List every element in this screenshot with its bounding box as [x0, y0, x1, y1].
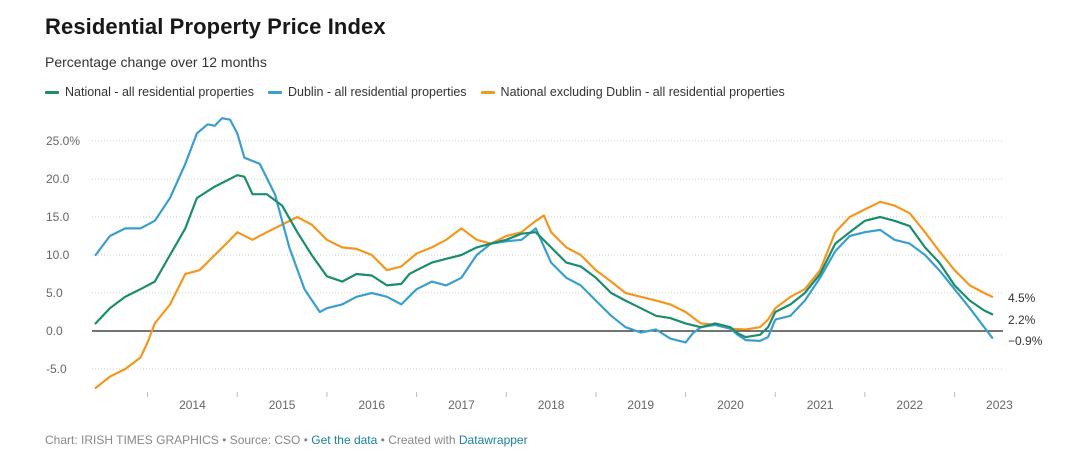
series-line-dublin: [94, 117, 994, 344]
y-tick-label: 20.0: [46, 172, 70, 186]
legend-label-national: National - all residential properties: [65, 85, 254, 99]
y-tick-label: 5.0: [46, 286, 63, 300]
end-label-dublin: −0.9%: [1008, 334, 1043, 348]
x-tick-label: 2021: [807, 398, 834, 412]
legend-item-excl-dublin: National excluding Dublin - all resident…: [480, 85, 785, 99]
footer-source: Source: CSO: [229, 433, 301, 447]
x-tick-label: 2015: [269, 398, 296, 412]
chart-subtitle: Percentage change over 12 months: [45, 54, 267, 70]
x-tick-label: 2020: [717, 398, 744, 412]
legend-item-national: National - all residential properties: [45, 85, 254, 99]
x-tick-label: 2019: [627, 398, 654, 412]
series-line-national: [94, 174, 994, 339]
y-tick-label: 25.0%: [46, 134, 80, 148]
footer-separator: •: [218, 433, 230, 447]
x-tick-label: 2014: [179, 398, 206, 412]
legend: National - all residential properties Du…: [45, 85, 785, 99]
legend-item-dublin: Dublin - all residential properties: [267, 85, 467, 99]
legend-label-excl-dublin: National excluding Dublin - all resident…: [500, 85, 785, 99]
footer-separator: •: [300, 433, 312, 447]
y-tick-label: 0.0: [46, 324, 63, 338]
y-tick-label: 10.0: [46, 248, 70, 262]
footer: Chart: IRISH TIMES GRAPHICS • Source: CS…: [45, 433, 528, 447]
x-tick-label: 2022: [896, 398, 923, 412]
legend-swatch-national: [45, 90, 59, 94]
chart-title: Residential Property Price Index: [45, 14, 386, 39]
y-tick-label: -5.0: [46, 362, 67, 376]
x-tick-label: 2023: [986, 398, 1013, 412]
datawrapper-link[interactable]: Datawrapper: [458, 433, 528, 447]
legend-swatch-dublin: [267, 90, 282, 94]
x-tick-label: 2017: [448, 398, 475, 412]
series-line-excl-dublin: [94, 200, 994, 390]
get-the-data-link[interactable]: Get the data: [311, 433, 378, 447]
end-label-excl-dublin: 4.5%: [1008, 291, 1036, 305]
x-tick-label: 2018: [538, 398, 565, 412]
footer-separator: •: [377, 433, 389, 447]
y-tick-label: 15.0: [46, 210, 70, 224]
footer-chart-label: Chart: IRISH TIMES GRAPHICS: [45, 433, 219, 447]
footer-created-with: Created with: [388, 433, 459, 447]
end-label-national: 2.2%: [1008, 313, 1036, 327]
legend-label-dublin: Dublin - all residential properties: [287, 85, 467, 99]
legend-swatch-excl-dublin: [480, 90, 495, 94]
x-tick-label: 2016: [358, 398, 385, 412]
